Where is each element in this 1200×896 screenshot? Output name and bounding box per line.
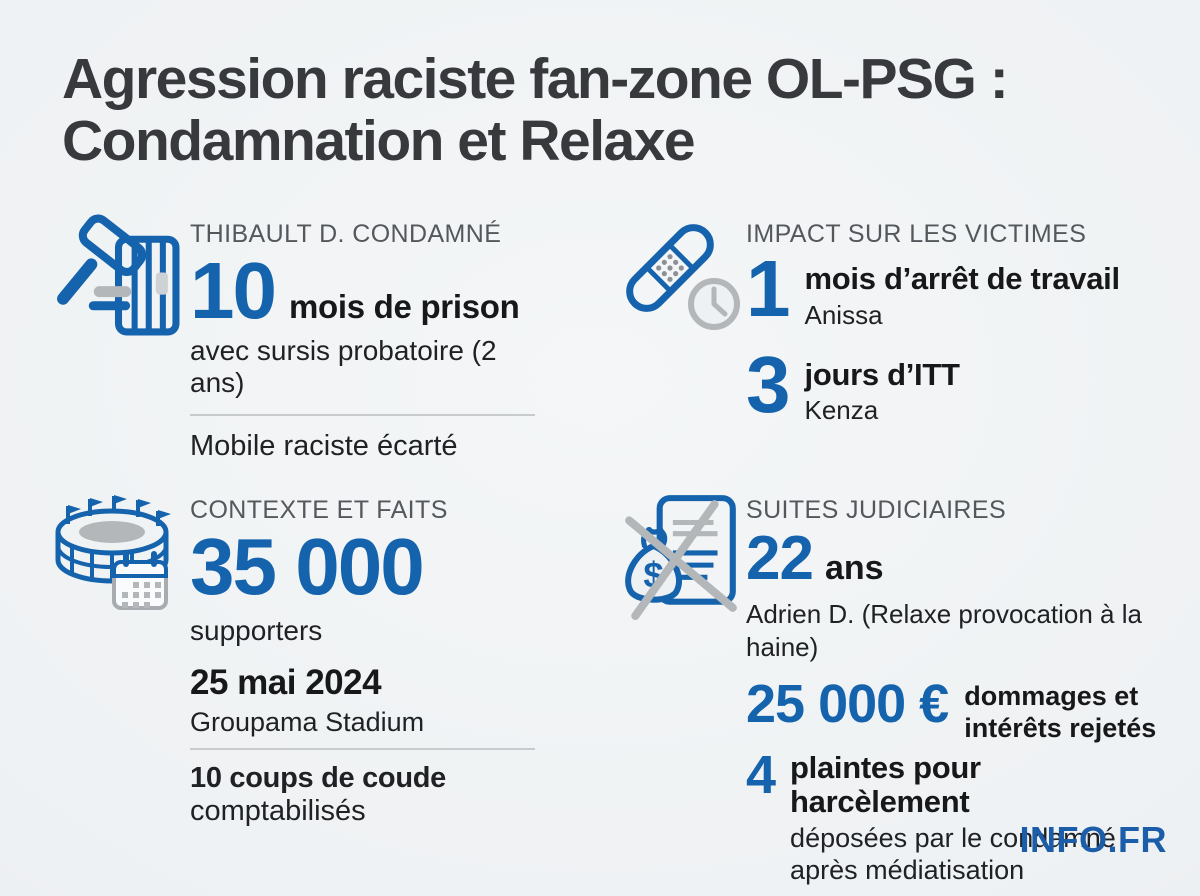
stat-label-itt: jours d’ITT	[804, 356, 960, 392]
brand-logo: INFO.FR	[1019, 819, 1167, 860]
page-title: Agression raciste fan-zone OL-PSG : Cond…	[62, 47, 1009, 174]
victim-stat-row: 1 mois d’arrêt de travail Anissa	[746, 244, 1166, 333]
stat-label-age: ans	[824, 549, 884, 587]
note-coups-de-coude: 10 coups de coude comptabilisés	[190, 762, 535, 828]
stat-value-supporters: 35 000	[190, 522, 425, 611]
stat-value-itt: 3	[746, 339, 790, 429]
relaxe-detail: Adrien D. (Relaxe provocation à la haine…	[746, 599, 1142, 662]
stat-label-arret-travail: mois d’arrêt de travail	[804, 261, 1121, 296]
victim-name-anissa: Anissa	[804, 299, 883, 330]
gavel-prison-icon	[55, 212, 181, 338]
section-header-victims: IMPACT SUR LES VICTIMES	[746, 220, 1087, 248]
stat-value-age: 22	[746, 524, 814, 593]
section-condemnation: THIBAULT D. CONDAMNÉ 10 mois de prison a…	[55, 212, 540, 462]
victim-stat-row: 3 jours d’ITT Kenza	[746, 339, 1166, 429]
section-header-context: CONTEXTE ET FAITS	[190, 496, 448, 524]
damages-label-line2: intérêts rejetés	[964, 712, 1157, 743]
stadium-calendar-icon	[52, 492, 188, 620]
stat-label-supporters: supporters	[190, 615, 323, 646]
stat-detail-sursis: avec sursis probatoire (2 ans)	[190, 335, 497, 398]
divider	[190, 748, 535, 751]
stat-value-arret-travail: 1	[746, 244, 790, 333]
stat-value-damages: 25 000 €	[746, 674, 949, 734]
stat-label-damages: dommages et intérêts rejetés	[964, 679, 1156, 745]
damages-stat-row: 25 000 € dommages et intérêts rejetés	[746, 674, 1166, 745]
bandage-clock-icon	[618, 216, 746, 340]
venue-name: Groupama Stadium	[190, 707, 425, 737]
stat-value-complaints: 4	[746, 744, 777, 805]
complaints-detail: déposées par le condamné après médiatisa…	[790, 822, 1116, 885]
section-header-judicial: SUITES JUDICIAIRES	[746, 496, 1007, 524]
complaints-stat-row: 4 plaintes pour harcèlement déposées par…	[746, 744, 1166, 887]
note-rest: comptabilisés	[190, 795, 366, 828]
page-title-line2: Condamnation et Relaxe	[62, 109, 696, 174]
stat-label-prison: mois de prison	[288, 288, 520, 325]
section-victims: IMPACT SUR LES VICTIMES 1 mois d’arrêt d…	[616, 212, 1166, 442]
page-title-line1: Agression raciste fan-zone OL-PSG :	[62, 47, 1009, 111]
age-stat-row: 22 ans	[746, 524, 1166, 593]
section-header-condemnation: THIBAULT D. CONDAMNÉ	[190, 220, 502, 248]
divider	[190, 414, 535, 416]
section-judicial: $ SUITES JUDICIAIRES 22 ans Adrien D. (R…	[612, 488, 1167, 885]
damages-label-line1: dommages et	[964, 681, 1139, 711]
match-date: 25 mai 2024	[190, 663, 382, 702]
stat-value-prison-months: 10	[190, 246, 277, 335]
note-mobile-raciste: Mobile raciste écarté	[190, 430, 458, 462]
section-context: CONTEXTE ET FAITS 35 000 supporters 25 m…	[50, 488, 540, 827]
victim-name-kenza: Kenza	[804, 395, 879, 426]
note-strong: 10 coups de coude	[190, 762, 446, 795]
stat-label-complaints: plaintes pour harcèlement	[790, 749, 981, 819]
crossed-moneybag-document-icon: $	[615, 490, 747, 622]
